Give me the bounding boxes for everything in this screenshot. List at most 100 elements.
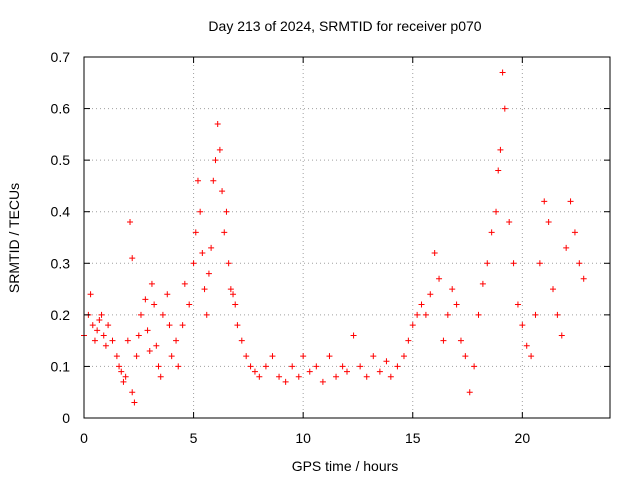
data-point xyxy=(571,229,578,236)
y-tick-label: 0.2 xyxy=(51,307,71,323)
data-point xyxy=(276,373,283,380)
data-point xyxy=(262,363,269,370)
data-point xyxy=(124,337,131,344)
data-point xyxy=(422,311,429,318)
data-point xyxy=(567,198,574,205)
data-point xyxy=(295,373,302,380)
data-point xyxy=(137,311,144,318)
x-tick-label: 20 xyxy=(515,430,531,446)
data-point xyxy=(91,337,98,344)
data-point xyxy=(363,373,370,380)
data-point xyxy=(499,69,506,76)
data-point xyxy=(120,378,127,385)
data-point xyxy=(135,332,142,339)
data-point xyxy=(376,368,383,375)
data-point xyxy=(151,301,158,308)
data-point xyxy=(238,337,245,344)
data-point xyxy=(230,291,237,298)
data-point xyxy=(333,373,340,380)
data-point xyxy=(214,121,221,128)
x-tick-label: 10 xyxy=(295,430,311,446)
data-point xyxy=(166,322,173,329)
data-point xyxy=(221,229,228,236)
data-point xyxy=(190,260,197,267)
data-point xyxy=(344,368,350,375)
gridlines xyxy=(84,57,610,418)
data-point xyxy=(370,353,377,360)
data-point xyxy=(129,389,136,396)
data-point xyxy=(326,353,333,360)
data-point xyxy=(563,244,570,251)
data-point xyxy=(449,286,456,293)
data-point xyxy=(558,332,565,339)
data-point xyxy=(536,260,543,267)
data-point xyxy=(414,311,421,318)
y-tick-label: 0 xyxy=(62,410,70,426)
y-tick-label: 0.7 xyxy=(51,49,71,65)
y-tick-label: 0.1 xyxy=(51,358,71,374)
data-point xyxy=(208,244,215,251)
data-point xyxy=(495,167,502,174)
data-point xyxy=(186,301,193,308)
data-point xyxy=(319,378,326,385)
x-axis-label: GPS time / hours xyxy=(292,458,399,474)
data-point xyxy=(247,363,254,370)
data-point xyxy=(148,280,155,287)
data-point xyxy=(201,286,208,293)
data-point xyxy=(105,322,112,329)
data-point xyxy=(87,291,94,298)
y-tick-label: 0.4 xyxy=(51,204,71,220)
data-point xyxy=(484,260,491,267)
data-point xyxy=(212,157,219,164)
x-tick-label: 0 xyxy=(80,430,88,446)
data-point xyxy=(98,311,105,318)
data-point xyxy=(144,327,151,334)
data-point xyxy=(219,188,226,195)
data-point xyxy=(227,286,234,293)
data-point xyxy=(300,353,307,360)
data-point xyxy=(203,311,210,318)
data-point xyxy=(444,311,451,318)
data-point xyxy=(453,301,460,308)
data-point xyxy=(100,332,107,339)
data-point xyxy=(493,208,500,215)
data-point xyxy=(440,337,447,344)
data-point xyxy=(488,229,495,236)
data-point xyxy=(194,177,201,184)
data-point xyxy=(159,311,166,318)
data-point xyxy=(431,249,438,256)
data-point xyxy=(179,322,186,329)
data-point xyxy=(216,146,223,153)
data-point xyxy=(580,275,587,282)
data-point xyxy=(116,363,123,370)
data-point xyxy=(519,322,526,329)
data-point xyxy=(405,337,412,344)
data-point xyxy=(96,317,103,324)
data-point xyxy=(501,105,508,112)
data-point xyxy=(109,337,116,344)
y-tick-label: 0.3 xyxy=(51,255,71,271)
data-point xyxy=(89,322,96,329)
data-point xyxy=(532,311,539,318)
data-point xyxy=(155,363,162,370)
data-point xyxy=(289,363,296,370)
data-point xyxy=(146,347,153,354)
data-point xyxy=(528,353,535,360)
data-point xyxy=(181,280,188,287)
data-point xyxy=(133,353,140,360)
data-point xyxy=(497,146,504,153)
data-point xyxy=(457,337,464,344)
data-point xyxy=(199,249,206,256)
data-point xyxy=(357,363,364,370)
data-point xyxy=(436,275,443,282)
data-point xyxy=(131,399,138,406)
tick-labels: 0 5 10 15 20 0 0.1 0.2 0.3 0.4 0.5 0.6 0.7 xyxy=(51,49,531,446)
data-point xyxy=(113,353,120,360)
data-point xyxy=(462,353,469,360)
data-point xyxy=(225,260,232,267)
data-point xyxy=(576,260,583,267)
data-point xyxy=(387,373,394,380)
data-point xyxy=(466,389,473,396)
data-point xyxy=(102,342,109,349)
